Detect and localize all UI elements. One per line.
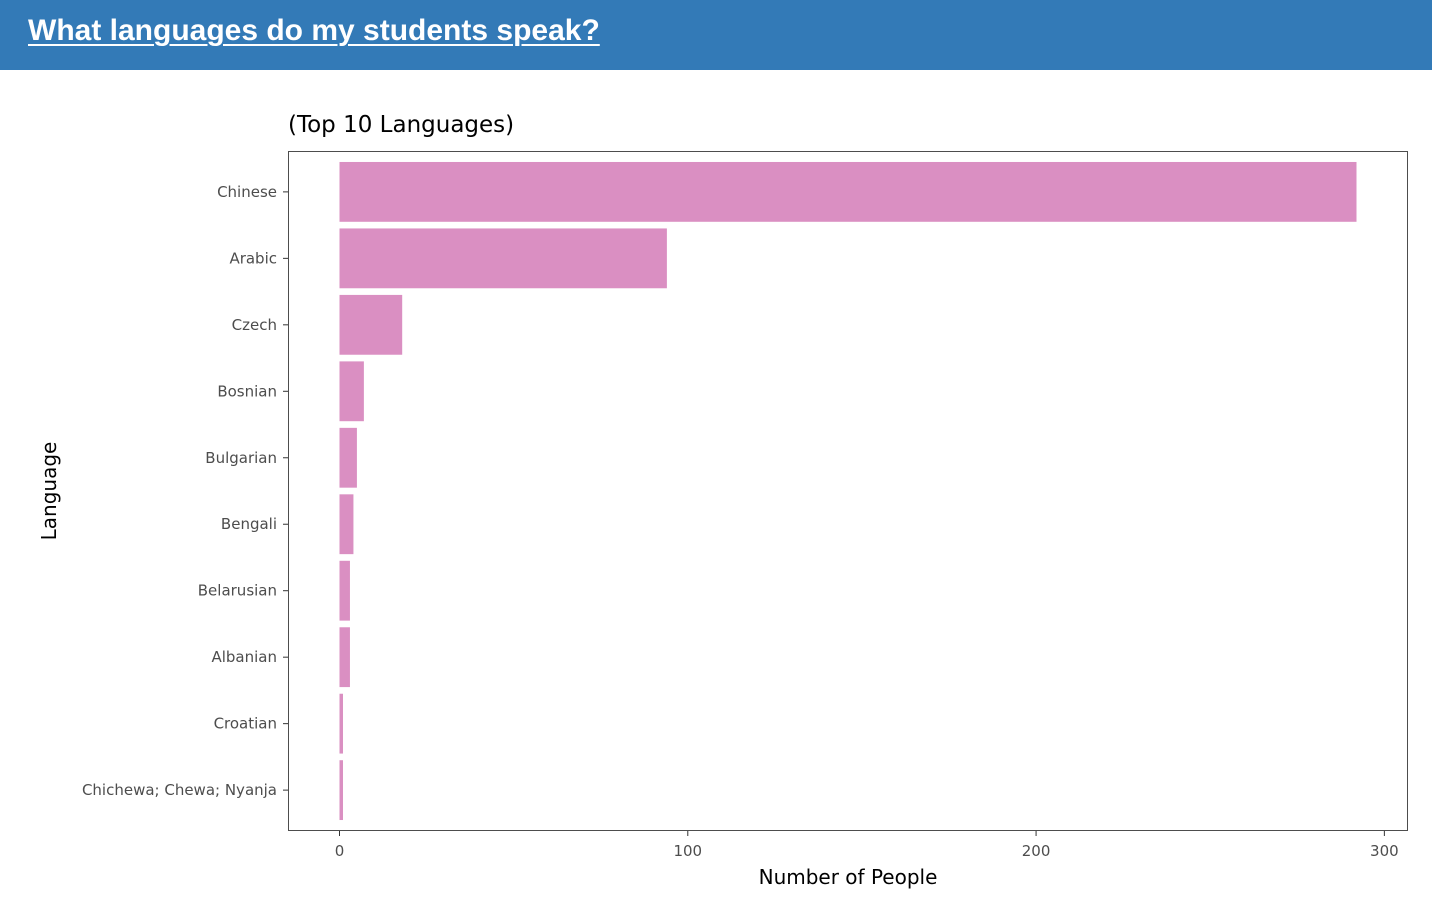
bar-belarusian <box>339 560 350 621</box>
y-tick-label: Croatian <box>214 715 277 733</box>
bar-bulgarian <box>339 427 357 488</box>
bar-arabic <box>339 228 667 289</box>
x-axis-title: Number of People <box>759 865 938 889</box>
y-tick-label: Bengali <box>221 515 277 533</box>
bar-chichewa-chewa-nyanja <box>339 760 343 821</box>
x-tick-label: 300 <box>1370 842 1399 860</box>
language-bar-chart: (Top 10 Languages) Chinese Arabic Czech Bos… <box>37 112 1408 889</box>
y-tick-label: Belarusian <box>198 582 277 600</box>
x-axis: 0 100 200 300 <box>335 831 1399 860</box>
y-tick-label: Bosnian <box>217 382 277 400</box>
y-tick-label: Bulgarian <box>205 449 277 467</box>
y-tick-label: Chichewa; Chewa; Nyanja <box>82 781 277 799</box>
y-axis-title: Language <box>37 442 61 541</box>
x-tick-label: 200 <box>1022 842 1051 860</box>
y-tick-label: Arabic <box>229 249 277 267</box>
bar-bosnian <box>339 361 364 422</box>
bar-croatian <box>339 693 343 754</box>
x-tick-label: 100 <box>673 842 702 860</box>
bar-czech <box>339 294 403 355</box>
x-tick-label: 0 <box>335 842 345 860</box>
bars-group <box>339 161 1357 821</box>
bar-bengali <box>339 494 354 555</box>
y-tick-label: Albanian <box>211 648 277 666</box>
chart-title: (Top 10 Languages) <box>288 112 514 138</box>
y-tick-label: Czech <box>232 316 277 334</box>
page-header: What languages do my students speak? <box>0 0 1432 70</box>
page-title-link[interactable]: What languages do my students speak? <box>28 14 600 47</box>
bar-albanian <box>339 627 350 688</box>
y-axis: Chinese Arabic Czech Bosnian Bulgarian Bengal… <box>82 183 288 799</box>
plot-panel-border <box>288 151 1408 831</box>
y-tick-label: Chinese <box>217 183 277 201</box>
bar-chinese <box>339 161 1357 222</box>
